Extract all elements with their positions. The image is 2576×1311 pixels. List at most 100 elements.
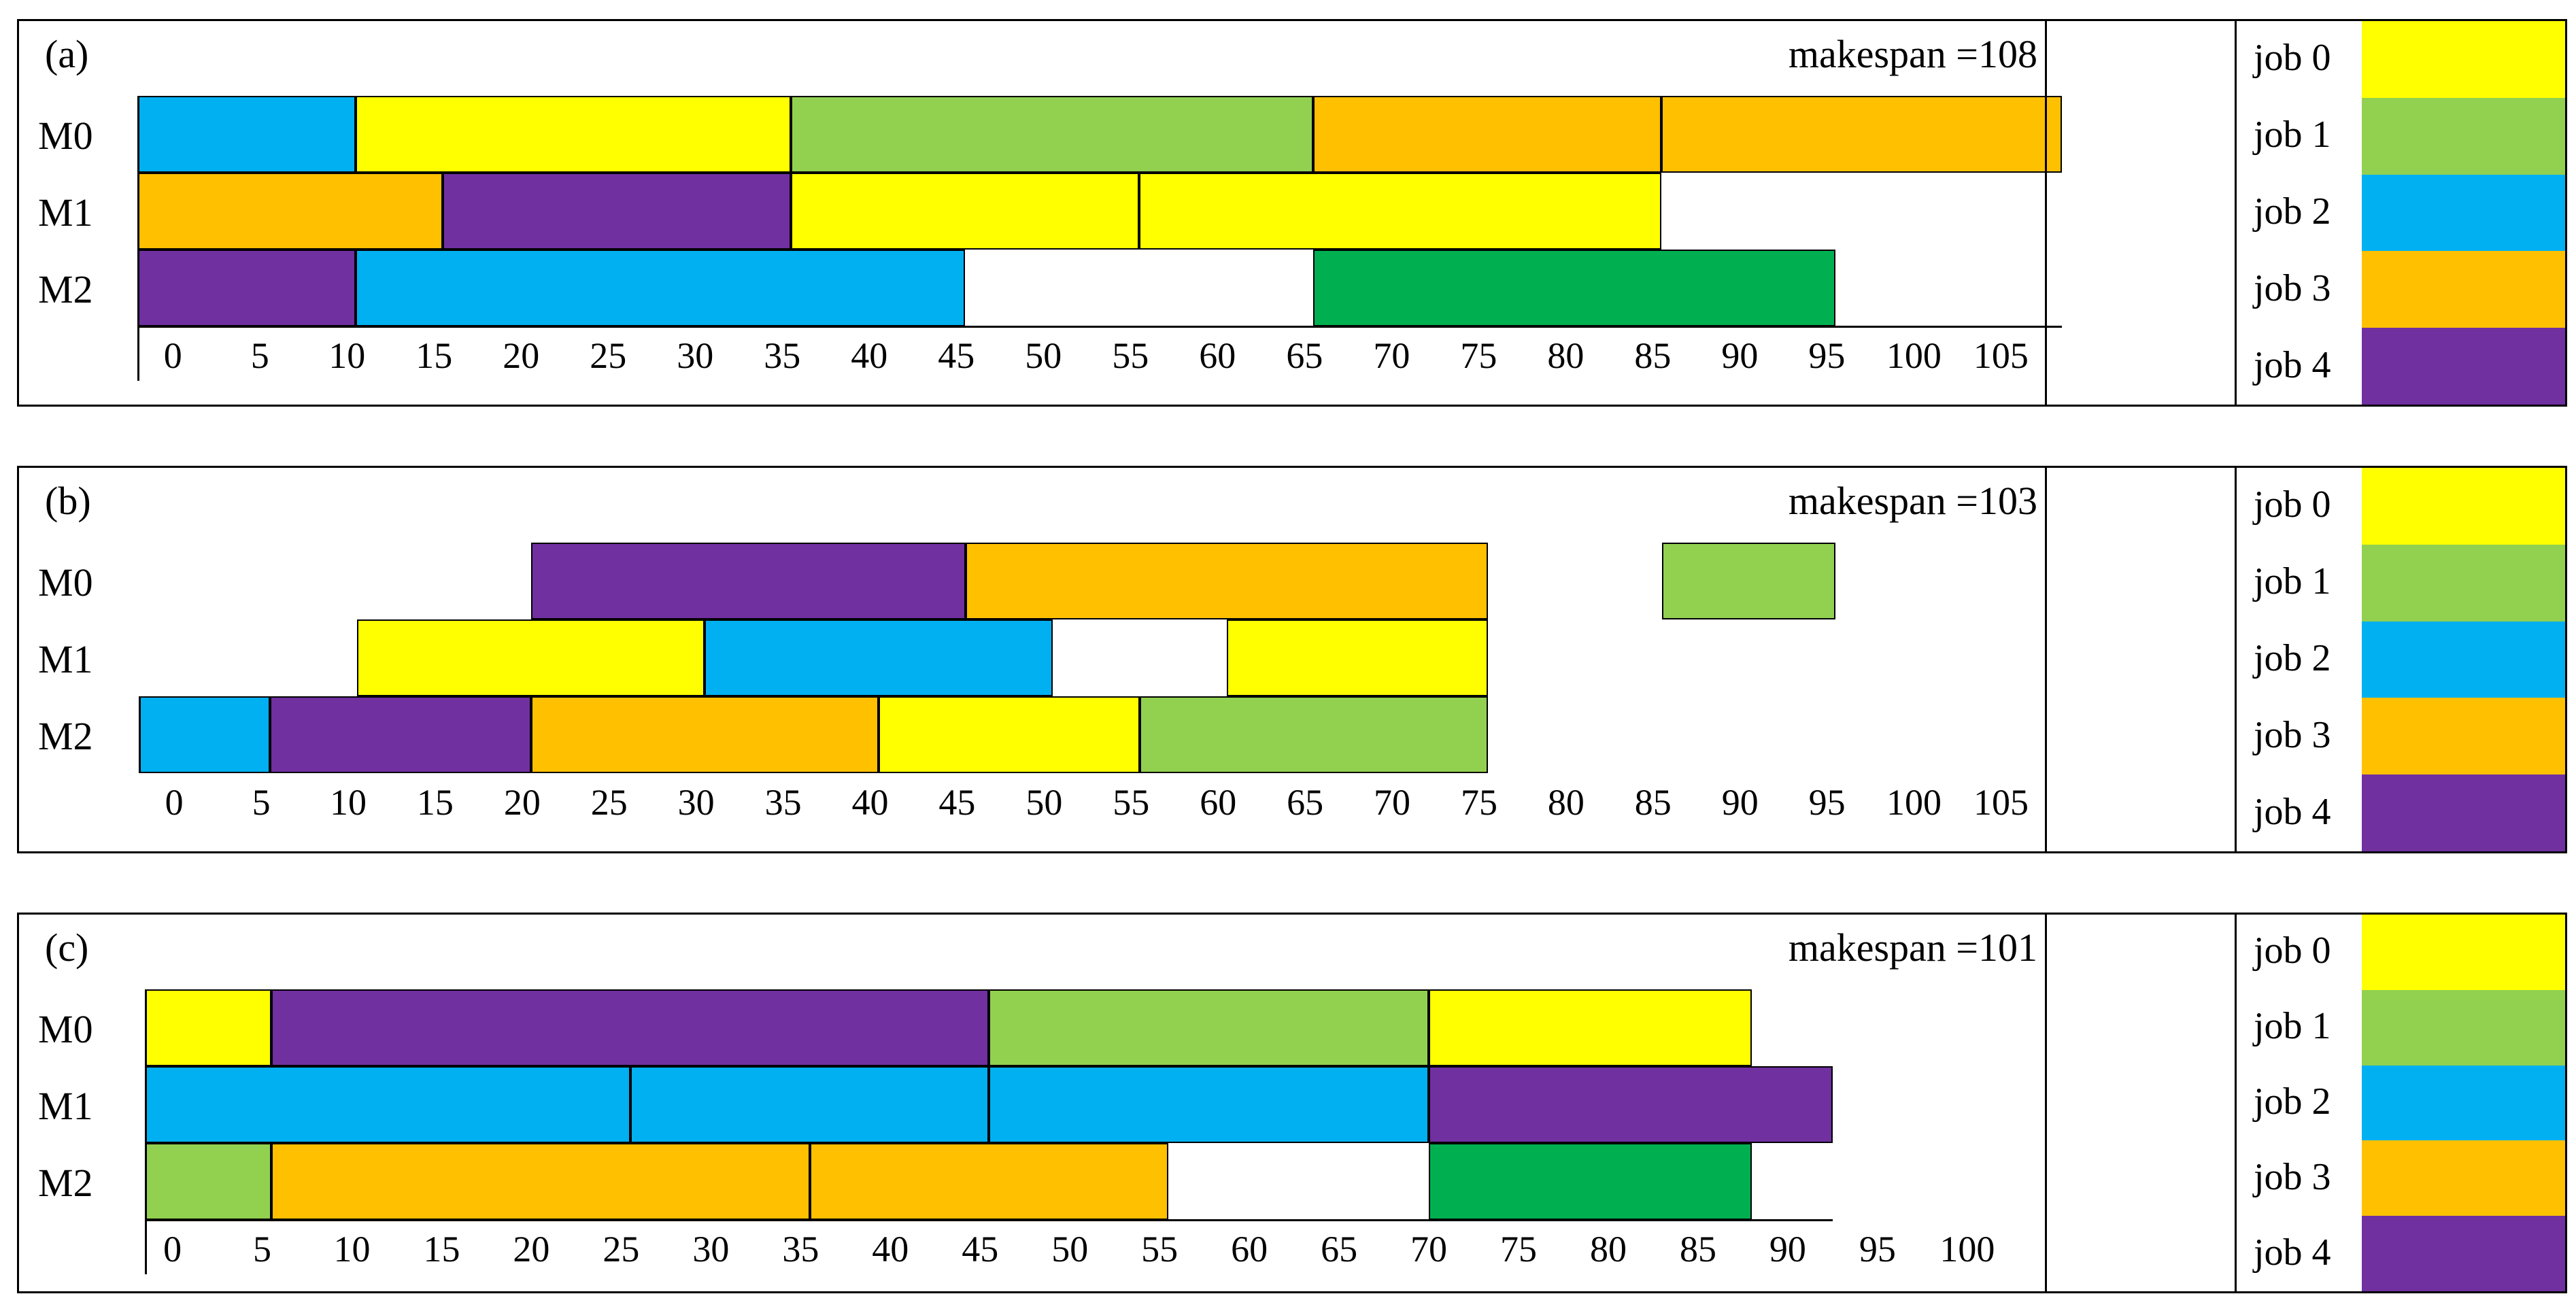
gantt-bar-job-1b xyxy=(1429,1143,1752,1220)
x-tick-label: 45 xyxy=(938,335,975,376)
legend-label-job-3: job 3 xyxy=(2254,713,2331,756)
gantt-bar-job-3 xyxy=(530,696,879,773)
legend-label-job-3: job 3 xyxy=(2254,267,2331,309)
legend-label-job-0: job 0 xyxy=(2254,483,2331,526)
legend-swatch-job-1 xyxy=(2362,989,2565,1066)
gantt-bar-job-2 xyxy=(630,1066,989,1143)
x-tick-label: 10 xyxy=(328,335,366,376)
x-tick-label: 30 xyxy=(692,1229,730,1270)
legend-swatch-job-0 xyxy=(2362,915,2565,990)
x-tick-label: 45 xyxy=(938,782,976,823)
x-tick-label: 35 xyxy=(782,1229,819,1270)
x-tick-label: 5 xyxy=(253,1229,272,1270)
legend-label-job-1: job 1 xyxy=(2254,560,2331,603)
x-tick-label: 0 xyxy=(165,782,184,823)
legend-label-job-0: job 0 xyxy=(2254,930,2331,972)
legend-swatch-job-4 xyxy=(2362,1216,2565,1291)
machine-label-m2: M2 xyxy=(38,1161,93,1205)
x-tick-label: 65 xyxy=(1287,782,1324,823)
legend-swatch-job-4 xyxy=(2362,774,2565,851)
x-tick-label: 50 xyxy=(1051,1229,1089,1270)
x-tick-label: 15 xyxy=(416,782,454,823)
gantt-bar-job-0 xyxy=(1139,173,1662,250)
x-tick-label: 10 xyxy=(333,1229,371,1270)
x-tick-label: 55 xyxy=(1141,1229,1179,1270)
gantt-bar-job-2 xyxy=(705,619,1053,696)
makespan-label: makespan =101 xyxy=(1788,925,2037,970)
machine-label-m0: M0 xyxy=(38,1007,93,1051)
panel-label: (b) xyxy=(45,479,91,523)
legend-swatch-job-3 xyxy=(2362,698,2565,775)
gantt-bar-job-1 xyxy=(1661,543,1836,619)
x-tick-label: 30 xyxy=(677,782,715,823)
legend-label-job-1: job 1 xyxy=(2254,1005,2331,1048)
gantt-bar-job-2 xyxy=(138,96,356,173)
x-tick-label: 20 xyxy=(503,782,541,823)
gantt-bar-job-4 xyxy=(530,543,966,619)
x-tick-label: 10 xyxy=(330,782,367,823)
x-tick-label: 15 xyxy=(416,335,453,376)
x-tick-label: 75 xyxy=(1460,335,1497,376)
gantt-bar-job-0 xyxy=(356,96,792,173)
x-tick-label: 25 xyxy=(603,1229,640,1270)
gantt-bar-job-0 xyxy=(1429,989,1752,1066)
x-tick-label: 100 xyxy=(1939,1229,1995,1270)
gantt-bar-job-1 xyxy=(791,96,1314,173)
x-tick-label: 70 xyxy=(1410,1229,1448,1270)
x-tick-label: 30 xyxy=(677,335,714,376)
gantt-bar-job-3 xyxy=(1661,96,2062,173)
legend-swatch-job-3 xyxy=(2362,1140,2565,1216)
panel-c: (c) makespan =101 M0 M1 M2 0 5 10 15 20 25 30 35 40 45… xyxy=(17,913,2567,1293)
x-tick-label: 15 xyxy=(423,1229,460,1270)
machine-label-m1: M1 xyxy=(38,190,93,235)
gantt-bar-job-1 xyxy=(989,989,1429,1066)
panel-divider xyxy=(2235,915,2237,1291)
x-tick-label: 25 xyxy=(590,782,628,823)
x-tick-label: 50 xyxy=(1025,335,1062,376)
legend-label-job-2: job 2 xyxy=(2254,1080,2331,1123)
y-axis-line xyxy=(139,696,141,773)
machine-label-m2: M2 xyxy=(38,714,93,758)
gantt-bar-job-0 xyxy=(879,696,1140,773)
x-tick-label: 105 xyxy=(1973,782,2029,823)
x-tick-label: 65 xyxy=(1286,335,1323,376)
gantt-bar-job-2 xyxy=(989,1066,1429,1143)
gantt-bar-job-3 xyxy=(1313,96,1662,173)
gantt-bar-job-1b xyxy=(1313,250,1836,326)
x-tick-label: 35 xyxy=(764,782,802,823)
x-tick-label: 25 xyxy=(590,335,627,376)
gantt-bar-job-3 xyxy=(138,173,443,250)
makespan-label: makespan =103 xyxy=(1788,479,2037,523)
x-tick-label: 45 xyxy=(962,1229,999,1270)
x-tick-label: 95 xyxy=(1859,1229,1896,1270)
x-tick-label: 40 xyxy=(851,782,889,823)
gantt-bar-job-4 xyxy=(1429,1066,1833,1143)
panel-divider xyxy=(2045,915,2047,1291)
x-tick-label: 5 xyxy=(250,335,269,376)
x-tick-label: 60 xyxy=(1231,1229,1268,1270)
legend-label-job-0: job 0 xyxy=(2254,37,2331,80)
panel-a: (a) makespan =108 M0 M1 M2 0 5 10 15 20 25 30 35 40 45… xyxy=(17,19,2567,407)
machine-label-m2: M2 xyxy=(38,267,93,311)
legend-label-job-1: job 1 xyxy=(2254,114,2331,156)
x-tick-label: 80 xyxy=(1547,335,1584,376)
x-tick-label: 5 xyxy=(252,782,271,823)
gantt-bar-job-0 xyxy=(791,173,1140,250)
x-tick-label: 60 xyxy=(1199,335,1236,376)
x-tick-label: 100 xyxy=(1886,335,1942,376)
gantt-bar-job-2 xyxy=(146,1066,630,1143)
machine-label-m1: M1 xyxy=(38,637,93,681)
panel-label: (c) xyxy=(45,925,89,970)
legend-swatch-job-0 xyxy=(2362,468,2565,545)
gantt-bar-job-2 xyxy=(139,696,270,773)
gantt-bar-job-4 xyxy=(269,696,531,773)
x-tick-label: 55 xyxy=(1112,335,1149,376)
panel-b: (b) makespan =103 M0 M1 M2 0 5 10 15 20 25 30 35 40 45… xyxy=(17,466,2567,853)
x-tick-label: 95 xyxy=(1808,782,1846,823)
legend-swatch-job-2 xyxy=(2362,621,2565,698)
x-tick-label: 0 xyxy=(163,1229,182,1270)
x-tick-label: 100 xyxy=(1886,782,1942,823)
x-tick-label: 90 xyxy=(1721,782,1759,823)
legend-swatch-job-2 xyxy=(2362,174,2565,252)
panel-divider xyxy=(2045,21,2047,405)
